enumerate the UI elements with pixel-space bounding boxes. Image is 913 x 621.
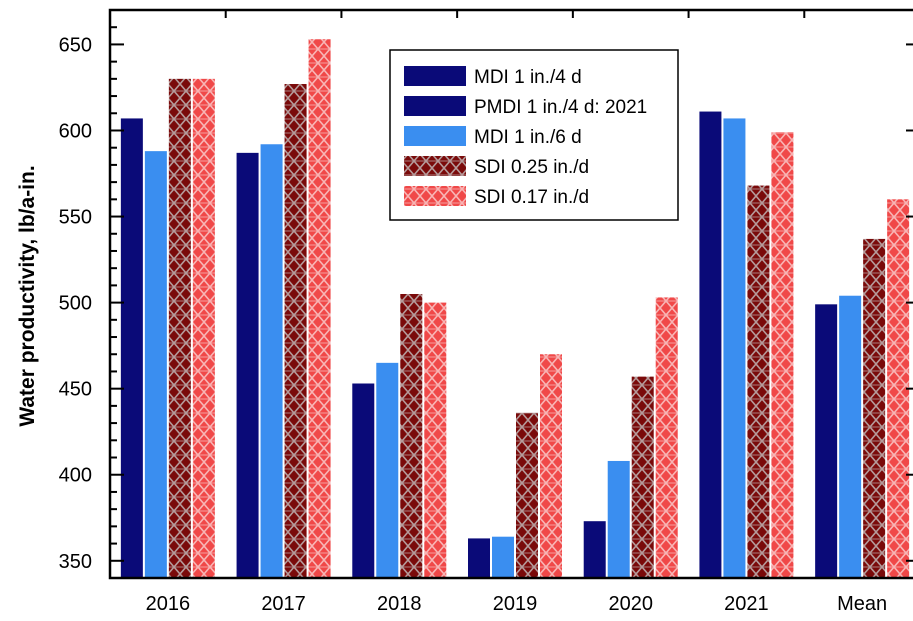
legend-swatch bbox=[404, 156, 466, 176]
x-tick-label: 2018 bbox=[377, 593, 422, 615]
bar-pmdi-1-in-4-d-2021-2021 bbox=[699, 111, 722, 578]
bar-sdi-0-25-in-d-2021 bbox=[747, 185, 770, 578]
bar-sdi-0-17-in-d-2020 bbox=[655, 297, 678, 578]
y-tick-label: 400 bbox=[59, 465, 92, 487]
bar-sdi-0-25-in-d-2020 bbox=[631, 376, 654, 578]
y-tick-label: 500 bbox=[59, 293, 92, 315]
bar-sdi-0-17-in-d-2019 bbox=[540, 354, 562, 578]
bar-mdi-1-in-6-d-2017 bbox=[260, 144, 283, 578]
y-tick-label: 650 bbox=[59, 34, 92, 56]
bar-mdi-1-in-4-d-2019 bbox=[468, 538, 490, 578]
legend-swatch bbox=[404, 126, 466, 146]
plot-frame bbox=[108, 8, 913, 580]
bar-sdi-0-25-in-d-mean bbox=[863, 238, 886, 579]
legend-label: MDI 1 in./4 d bbox=[474, 67, 582, 88]
bar-mdi-1-in-4-d-2020 bbox=[583, 521, 606, 578]
bar-mdi-1-in-4-d-2018 bbox=[352, 383, 375, 578]
bar-sdi-0-17-in-d-2018 bbox=[424, 302, 447, 578]
legend-swatch bbox=[404, 66, 466, 86]
x-tick-label: 2019 bbox=[493, 593, 538, 615]
bar-mdi-1-in-6-d-2021 bbox=[723, 118, 746, 578]
legend-label: SDI 0.17 in./d bbox=[474, 187, 589, 208]
labels-layer: 2016 2017 2018 2019 2020 2021 Mean 350 400 450 500… bbox=[59, 34, 888, 615]
bar-sdi-0-17-in-d-2017 bbox=[308, 39, 331, 578]
bars-layer bbox=[120, 39, 910, 579]
x-tick-label: 2021 bbox=[724, 593, 769, 615]
y-axis-label: Water productivity, lb/a-in. bbox=[16, 165, 39, 426]
bar-mdi-1-in-6-d-2020 bbox=[607, 460, 630, 578]
legend: MDI 1 in./4 d PMDI 1 in./4 d: 2021 MDI 1 i… bbox=[389, 49, 679, 221]
bar-sdi-0-25-in-d-2017 bbox=[284, 84, 307, 579]
bar-sdi-0-25-in-d-2019 bbox=[516, 412, 538, 578]
bar-mdi-1-in-6-d-2018 bbox=[376, 362, 399, 578]
y-tick-label: 600 bbox=[59, 120, 92, 142]
legend-swatch bbox=[404, 96, 466, 116]
bar-mdi-1-in-4-d-2017 bbox=[236, 152, 259, 579]
legend-swatch bbox=[404, 186, 466, 206]
bar-sdi-0-17-in-d-mean bbox=[887, 199, 910, 579]
bar-sdi-0-25-in-d-2016 bbox=[168, 78, 191, 579]
y-tick-label: 450 bbox=[59, 379, 92, 401]
bar-sdi-0-25-in-d-2018 bbox=[400, 294, 423, 578]
legend-label: SDI 0.25 in./d bbox=[474, 157, 589, 178]
bar-sdi-0-17-in-d-2021 bbox=[771, 132, 794, 578]
x-tick-label: 2020 bbox=[608, 593, 653, 615]
x-tick-label: 2017 bbox=[261, 593, 306, 615]
bar-mdi-1-in-4-d-2016 bbox=[120, 118, 143, 578]
y-tick-label: 550 bbox=[59, 207, 92, 229]
legend-label: MDI 1 in./6 d bbox=[474, 127, 582, 148]
bar-sdi-0-17-in-d-2016 bbox=[192, 78, 215, 579]
bar-mdi-1-in-6-d-mean bbox=[839, 295, 862, 578]
y-tick-label: 350 bbox=[59, 551, 92, 573]
x-tick-label: Mean bbox=[837, 593, 887, 615]
x-tick-label: 2016 bbox=[146, 593, 191, 615]
legend-label: PMDI 1 in./4 d: 2021 bbox=[474, 97, 647, 118]
bar-mdi-1-in-6-d-2019 bbox=[492, 536, 514, 578]
bar-mdi-1-in-6-d-2016 bbox=[144, 151, 167, 578]
bar-mdi-1-in-4-d-mean bbox=[815, 304, 838, 578]
